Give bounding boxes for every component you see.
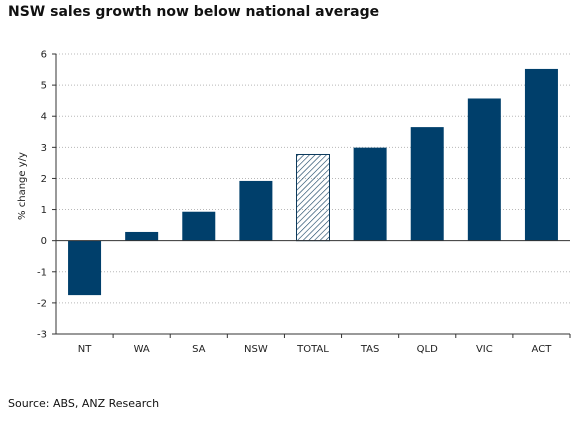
y-tick-label: 2 bbox=[41, 174, 47, 185]
bar-tas bbox=[353, 147, 387, 241]
x-tick-labels: NT WA SA NSW TOTAL TAS QLD VIC ACT bbox=[78, 344, 552, 355]
y-tick-label: 4 bbox=[41, 112, 47, 123]
y-tick-label: 0 bbox=[41, 236, 47, 247]
y-tick-label: -1 bbox=[37, 267, 47, 278]
y-tick-label: 6 bbox=[41, 50, 47, 61]
x-tick-label: VIC bbox=[476, 344, 493, 355]
bar-act bbox=[524, 68, 558, 241]
source-note: Source: ABS, ANZ Research bbox=[8, 397, 160, 410]
x-tick-label: ACT bbox=[532, 344, 553, 355]
bar-nt bbox=[68, 240, 102, 296]
y-tick-label: -2 bbox=[37, 298, 47, 309]
x-tick-label: NT bbox=[78, 344, 92, 355]
bar-total bbox=[296, 153, 330, 242]
y-tick-label: 5 bbox=[41, 81, 47, 92]
bar-vic bbox=[467, 98, 501, 241]
chart-title: NSW sales growth now below national aver… bbox=[8, 4, 380, 20]
bars bbox=[68, 68, 558, 296]
bar-qld bbox=[410, 127, 444, 241]
x-tick-label: TOTAL bbox=[296, 344, 329, 355]
y-tick-labels: -3 -2 -1 0 1 2 3 4 5 6 bbox=[37, 50, 47, 341]
x-tick-label: SA bbox=[192, 344, 206, 355]
bar-nsw bbox=[239, 180, 273, 241]
axes bbox=[52, 53, 571, 338]
y-tick-label: 1 bbox=[41, 205, 47, 216]
bar-wa bbox=[125, 231, 159, 241]
y-tick-label: -3 bbox=[37, 330, 47, 341]
x-tick-label: WA bbox=[134, 344, 150, 355]
x-tick-label: QLD bbox=[417, 344, 438, 355]
y-axis-label: % change y/y bbox=[17, 152, 28, 220]
bar-sa bbox=[182, 211, 216, 241]
y-tick-label: 3 bbox=[41, 143, 47, 154]
x-tick-label: NSW bbox=[244, 344, 268, 355]
x-tick-label: TAS bbox=[360, 344, 380, 355]
